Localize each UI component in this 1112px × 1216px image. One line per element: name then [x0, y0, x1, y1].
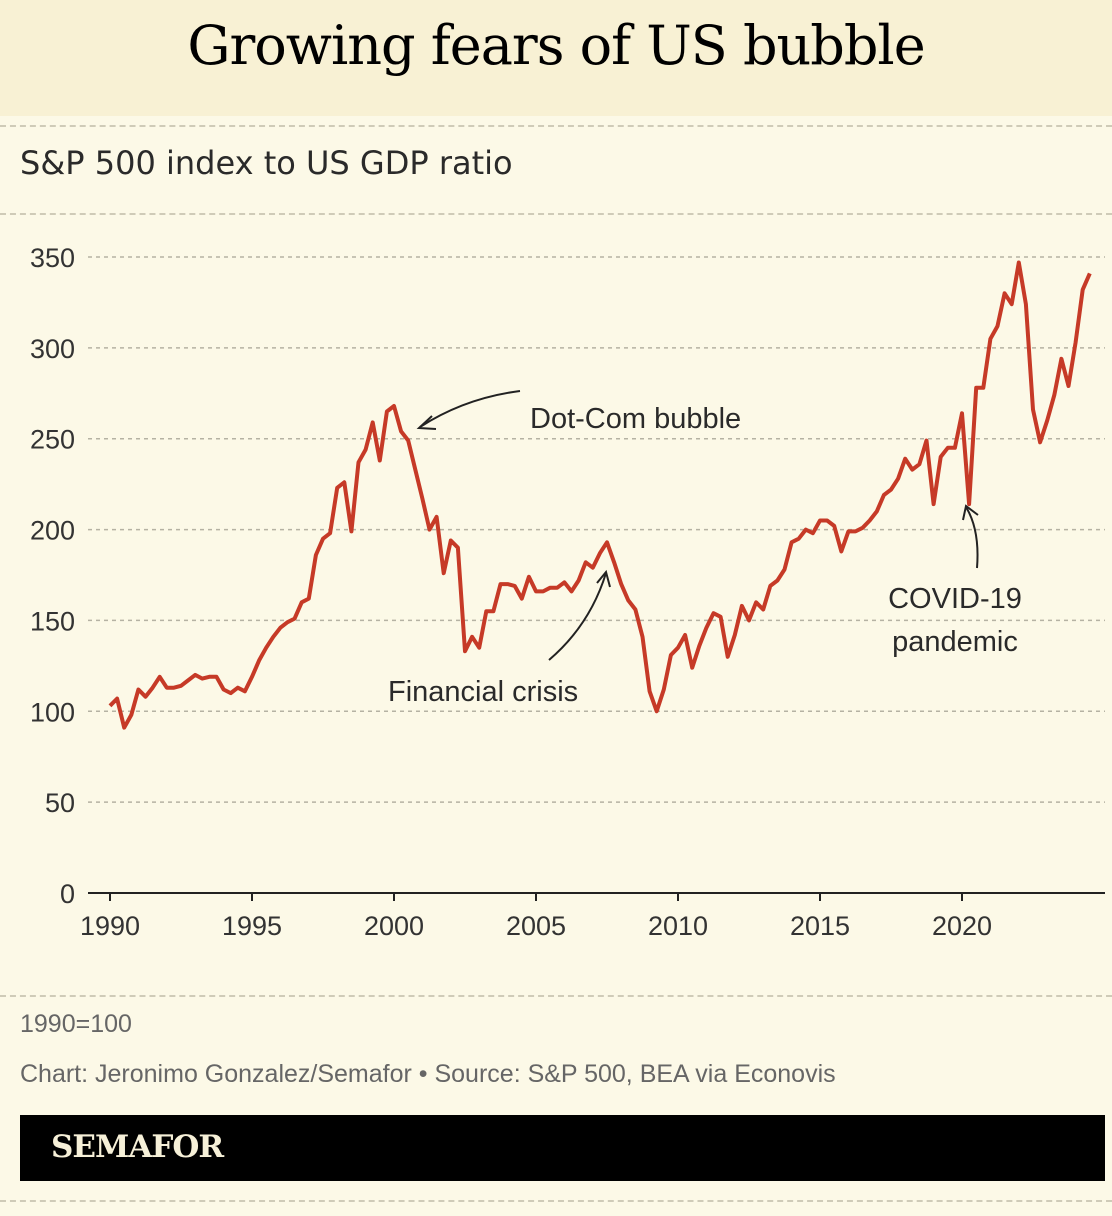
covid-arrowhead: [962, 504, 979, 521]
chart-title: Growing fears of US bubble: [187, 14, 925, 77]
divider: [0, 1200, 1112, 1202]
x-tick-label: 1995: [222, 911, 282, 941]
x-tick-label: 2000: [364, 911, 424, 941]
y-tick-label: 150: [30, 606, 75, 636]
annotation-financial: Financial crisis: [388, 676, 578, 708]
index-note: 1990=100: [20, 1010, 132, 1038]
financial-arrowhead: [596, 569, 611, 588]
divider: [0, 213, 1112, 215]
y-tick-label: 50: [45, 788, 75, 818]
x-tick-label: 2005: [506, 911, 566, 941]
annotation-dotcom: Dot-Com bubble: [530, 403, 741, 435]
divider: [0, 995, 1112, 997]
x-tick-label: 2010: [648, 911, 708, 941]
x-tick-label: 2015: [790, 911, 850, 941]
semafor-logo: SEMAFOR: [51, 1129, 224, 1165]
x-tick-label: 2020: [932, 911, 992, 941]
line-chart: 0 50 100 150 200 250 300 350 1990 1995 2000 2005 20…: [30, 243, 1105, 941]
y-tick-label: 200: [30, 516, 75, 546]
series-line: [108, 260, 1092, 730]
annotation-covid-line1: COVID-19: [888, 583, 1022, 615]
dotcom-arrowhead: [416, 415, 437, 430]
covid-arrow: [965, 506, 979, 569]
y-tick-label: 350: [30, 243, 75, 273]
chart-subtitle: S&P 500 index to US GDP ratio: [20, 144, 513, 182]
title-band: [0, 0, 1112, 116]
credit-line: Chart: Jeronimo Gonzalez/Semafor • Sourc…: [20, 1060, 836, 1088]
y-tick-label: 100: [30, 697, 75, 727]
divider: [0, 125, 1112, 127]
x-tick-label: 1990: [80, 911, 140, 941]
dotcom-arrow: [419, 390, 521, 428]
y-tick-label: 250: [30, 425, 75, 455]
financial-arrow: [548, 572, 607, 661]
annotation-covid-line2: pandemic: [892, 626, 1018, 658]
logo-bar: SEMAFOR: [20, 1115, 1105, 1181]
y-tick-label: 300: [30, 334, 75, 364]
y-tick-label: 0: [60, 879, 75, 909]
